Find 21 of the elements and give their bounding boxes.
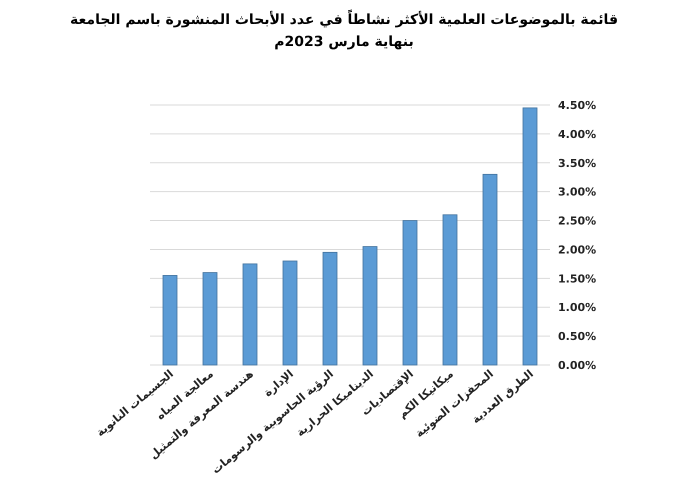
y-tick-label: 3.00% bbox=[558, 186, 596, 199]
bar bbox=[282, 260, 298, 366]
bar bbox=[402, 220, 418, 366]
bar bbox=[362, 246, 378, 366]
y-tick-label: 0.00% bbox=[558, 359, 596, 372]
bar bbox=[442, 214, 458, 366]
bar bbox=[202, 272, 218, 366]
y-tick-label: 4.50% bbox=[558, 99, 596, 112]
bar bbox=[522, 107, 538, 366]
bar bbox=[242, 263, 258, 366]
y-tick-label: 2.00% bbox=[558, 243, 596, 256]
y-tick-label: 1.50% bbox=[558, 272, 596, 286]
chart-title: قائمة بالموضوعات العلمية الأكثر نشاطاً في عدد الأبحاث المنشورة باسم الجامعة بنهاية مارس 2023م bbox=[70, 8, 618, 50]
y-tick-label: 0.50% bbox=[558, 330, 596, 344]
y-tick-label: 1.00% bbox=[558, 301, 596, 314]
bar bbox=[162, 275, 178, 366]
bar bbox=[482, 174, 498, 366]
y-tick-label: 4.00% bbox=[558, 128, 596, 141]
y-tick-label: 2.50% bbox=[558, 214, 596, 228]
y-tick-label: 3.50% bbox=[558, 156, 596, 170]
bar bbox=[322, 252, 338, 366]
